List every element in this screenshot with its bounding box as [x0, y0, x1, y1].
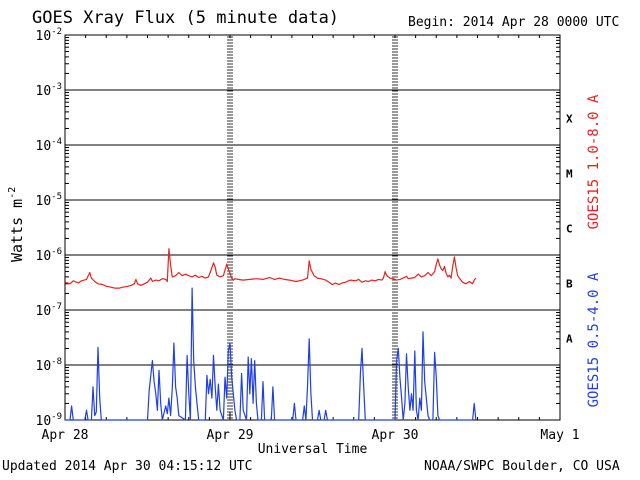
source-credit: NOAA/SWPC Boulder, CO USA — [424, 459, 620, 474]
y-tick-base: 10 — [36, 194, 52, 209]
y-axis-label-exp: -2 — [7, 187, 18, 199]
y-tick-exp: -3 — [51, 82, 62, 92]
y-axis-label: Watts m-2 — [7, 187, 26, 262]
y-tick-label: 10-7 — [36, 302, 63, 319]
y-tick-exp: -8 — [51, 357, 62, 367]
x-axis-label: Universal Time — [258, 442, 368, 457]
y-tick-base: 10 — [36, 249, 52, 264]
x-tick-label: Apr 28 — [42, 428, 89, 443]
y-tick-label: 10-3 — [36, 82, 63, 99]
flare-class-m: M — [566, 168, 573, 181]
begin-timestamp: Begin: 2014 Apr 28 0000 UTC — [408, 15, 620, 30]
y-tick-base: 10 — [36, 139, 52, 154]
flare-class-c: C — [566, 223, 573, 236]
y-tick-exp: -4 — [51, 137, 62, 147]
y-tick-base: 10 — [36, 29, 52, 44]
series-line-long — [64, 248, 477, 289]
y-tick-label: 10-5 — [36, 192, 63, 209]
updated-timestamp: Updated 2014 Apr 30 04:15:12 UTC — [2, 459, 253, 474]
y-tick-exp: -9 — [51, 412, 62, 422]
plot-frame — [64, 34, 561, 421]
chart-title: GOES Xray Flux (5 minute data) — [32, 8, 340, 28]
flare-class-a: A — [566, 333, 573, 346]
y-tick-exp: -6 — [51, 247, 62, 257]
y-tick-label: 10-8 — [36, 357, 63, 374]
y-tick-exp: -7 — [51, 302, 62, 312]
y-tick-base: 10 — [36, 304, 52, 319]
legend-label-long: GOES15 1.0-8.0 A — [586, 94, 602, 229]
y-tick-exp: -5 — [51, 192, 62, 202]
y-tick-label: 10-2 — [36, 27, 63, 44]
y-tick-base: 10 — [36, 359, 52, 374]
flare-class-b: B — [566, 278, 573, 291]
legend-label-short: GOES15 0.5-4.0 A — [586, 272, 602, 407]
series-line-short — [65, 287, 477, 421]
y-tick-exp: -2 — [51, 27, 62, 37]
y-tick-label: 10-6 — [36, 247, 63, 264]
x-tick-label: Apr 29 — [207, 428, 254, 443]
y-tick-label: 10-9 — [36, 412, 63, 429]
y-tick-base: 10 — [36, 84, 52, 99]
y-tick-base: 10 — [36, 414, 52, 429]
x-tick-label: May 1 — [540, 428, 579, 443]
y-axis-label-base: Watts m — [8, 199, 26, 262]
x-tick-label: Apr 30 — [372, 428, 419, 443]
y-tick-label: 10-4 — [36, 137, 63, 154]
flare-class-x: X — [566, 113, 573, 126]
